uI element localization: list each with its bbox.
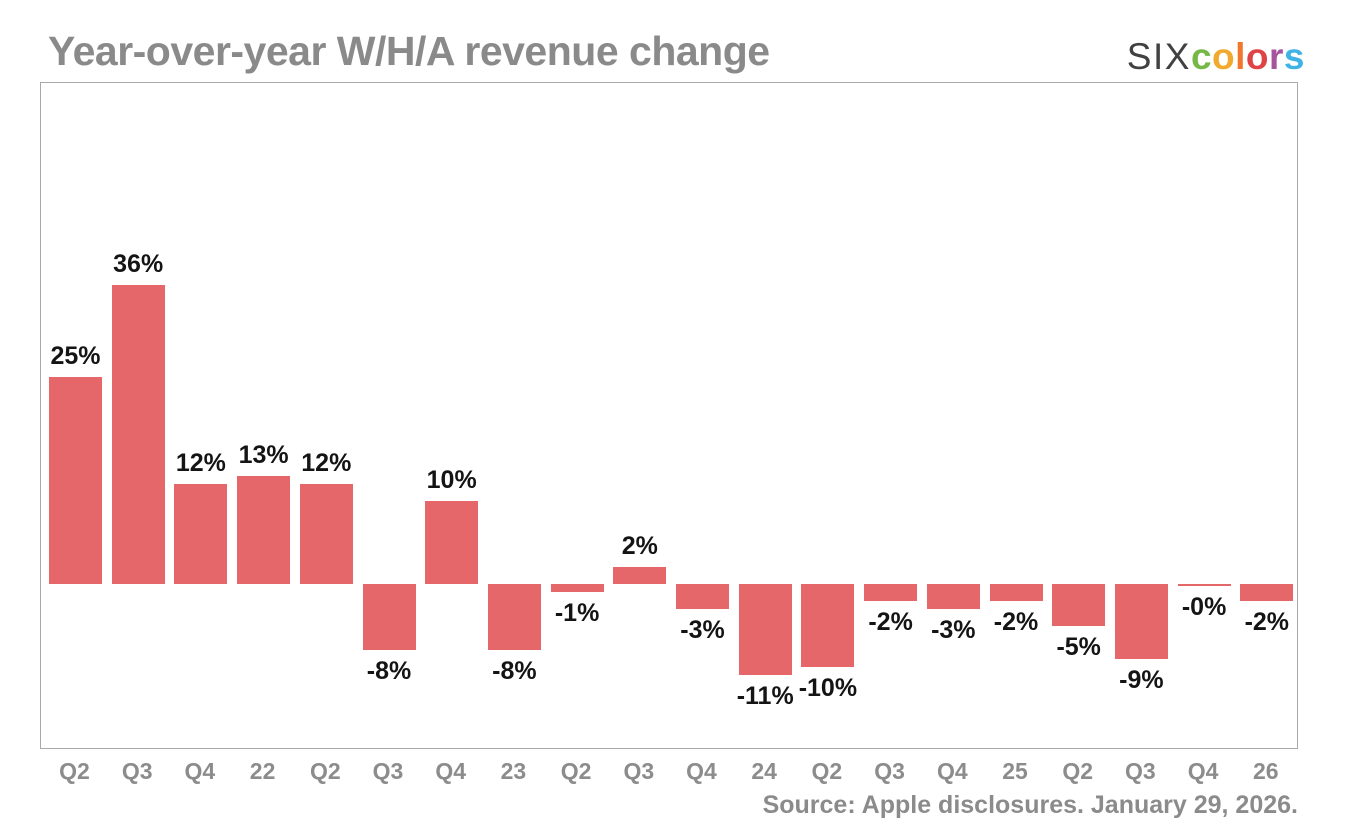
logo-letter: o [1245, 36, 1270, 77]
bar-value-label: -2% [1244, 607, 1290, 636]
sixcolors-logo: SIXcolors [1127, 37, 1305, 77]
bar-value-label: 12% [301, 449, 352, 478]
page-title: Year-over-year W/H/A revenue change [48, 28, 770, 74]
bar-value-label: -2% [868, 607, 913, 636]
bar [425, 501, 479, 584]
bar-value-label: -0% [1181, 592, 1227, 621]
bar-value-label: -1% [554, 599, 600, 628]
bar-value-label: 25% [50, 341, 101, 370]
bar [111, 285, 165, 584]
bar [738, 584, 792, 676]
x-tick-label: Q2 [811, 758, 843, 784]
bar [613, 567, 667, 584]
x-tick-label: 26 [1253, 758, 1279, 784]
bar [1114, 584, 1168, 659]
x-tick-label: Q3 [623, 758, 655, 784]
bar [864, 584, 918, 601]
x-tick-label: Q4 [435, 758, 467, 784]
bar [801, 584, 855, 667]
x-tick-label: 23 [500, 758, 527, 784]
bar [1240, 584, 1294, 601]
x-tick-label: Q4 [936, 758, 968, 784]
bar [487, 584, 541, 651]
bar [926, 584, 980, 609]
bar-value-label: -8% [492, 657, 537, 686]
bar-value-label: -3% [931, 615, 976, 644]
bar [237, 476, 291, 584]
x-tick-label: Q2 [560, 758, 592, 784]
bar [362, 584, 416, 651]
x-tick-label: Q2 [59, 758, 90, 784]
logo-letter: r [1269, 36, 1284, 77]
bar-value-label: -8% [366, 657, 412, 686]
bar [550, 584, 604, 593]
bar-value-label: 12% [175, 449, 226, 478]
logo-six-text: SIX [1126, 36, 1191, 77]
x-tick-label: 24 [751, 758, 777, 784]
bar-value-label: 13% [238, 441, 289, 470]
x-tick-label: Q3 [874, 758, 905, 784]
bar-value-label: -2% [993, 607, 1039, 636]
logo-letter: l [1235, 36, 1246, 77]
x-tick-label: Q4 [184, 758, 216, 784]
bar-value-label: -9% [1119, 665, 1164, 694]
x-tick-label: Q3 [372, 758, 404, 784]
x-tick-label: Q3 [1125, 758, 1156, 784]
bar [676, 584, 729, 609]
bar-value-label: -10% [798, 674, 858, 702]
bar-value-label: 2% [621, 532, 658, 561]
bar [299, 484, 353, 584]
x-tick-label: Q2 [309, 758, 341, 784]
bar-value-label: 10% [426, 466, 477, 494]
x-tick-label: 22 [249, 758, 276, 784]
logo-letter: c [1190, 36, 1213, 77]
bar-value-label: -5% [1056, 632, 1101, 661]
bar [174, 484, 228, 584]
logo-letter: o [1212, 36, 1236, 77]
x-axis: Q2 Q3 Q4 22 Q2 Q3 Q4 23 Q2 Q3 Q4 24 Q2 Q3 Q4 25 Q2 Q3 Q4 26 [0, 756, 1360, 790]
bar [1177, 584, 1231, 586]
x-tick-label: Q3 [121, 758, 153, 784]
x-tick-label: 25 [1002, 758, 1028, 784]
plot-area: 25% 36% 12% 13% 12% -8% 10% -8% -1% 2% -3% -11% -10%… [40, 82, 1298, 749]
bar [989, 584, 1043, 601]
bar-value-label: -11% [736, 682, 794, 711]
x-tick-label: Q4 [686, 758, 717, 784]
bar-value-label: 36% [113, 250, 164, 279]
bar-value-label: -3% [680, 615, 725, 644]
x-tick-label: Q4 [1187, 758, 1219, 784]
source-caption: Source: Apple disclosures. January 29, 2… [762, 791, 1298, 819]
x-tick-label: Q2 [1062, 758, 1094, 784]
bar [49, 376, 102, 584]
bar [1052, 584, 1106, 626]
logo-colors-text: colors [1191, 36, 1305, 77]
logo-letter: s [1283, 36, 1305, 77]
